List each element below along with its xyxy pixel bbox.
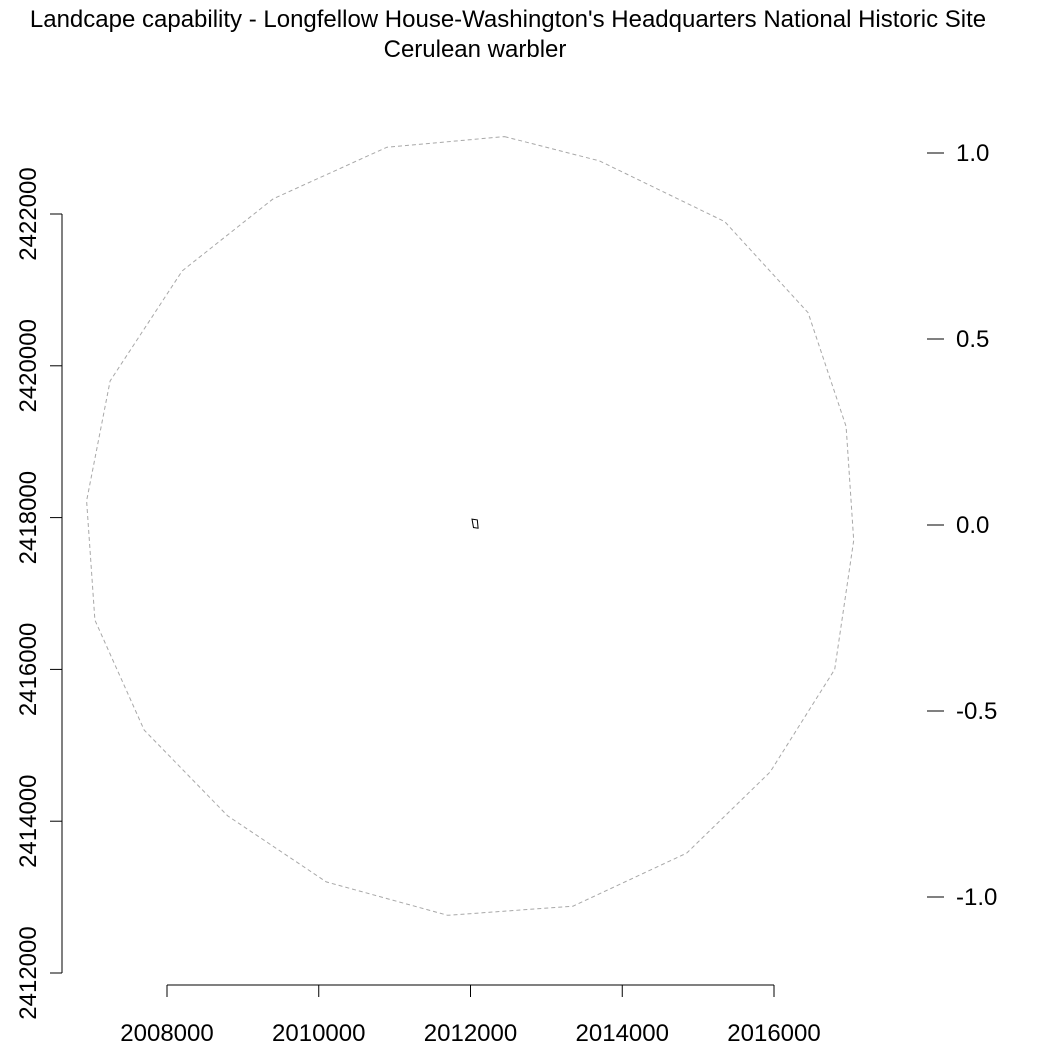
buffer-circle bbox=[86, 136, 855, 916]
x-tick-label: 2016000 bbox=[727, 1020, 820, 1047]
y-tick-label: 2414000 bbox=[15, 774, 42, 867]
y-tick-label: 2412000 bbox=[15, 926, 42, 1019]
legend-tick-label: -0.5 bbox=[956, 698, 997, 725]
x-tick-label: 2014000 bbox=[576, 1020, 669, 1047]
legend-tick-label: 0.5 bbox=[956, 326, 989, 353]
chart-subtitle: Cerulean warbler bbox=[384, 36, 567, 63]
y-tick-label: 2418000 bbox=[15, 471, 42, 564]
y-tick-label: 2416000 bbox=[15, 623, 42, 716]
legend-axis: 1.0 0.5 0.0 -0.5 -1.0 bbox=[927, 140, 997, 911]
chart-title: Landcape capability - Longfellow House-W… bbox=[30, 6, 986, 33]
x-tick-label: 2012000 bbox=[424, 1020, 517, 1047]
y-axis: 2412000 2414000 2416000 2418000 2420000 24220… bbox=[15, 167, 63, 1020]
x-tick-label: 2008000 bbox=[120, 1020, 213, 1047]
legend-tick-label: -1.0 bbox=[956, 884, 997, 911]
y-tick-label: 2420000 bbox=[15, 319, 42, 412]
legend-tick-label: 1.0 bbox=[956, 140, 989, 167]
x-axis: 2008000 2010000 2012000 2014000 2016000 bbox=[120, 984, 821, 1047]
y-tick-label: 2422000 bbox=[15, 167, 42, 260]
legend-tick-label: 0.0 bbox=[956, 512, 989, 539]
x-tick-label: 2010000 bbox=[272, 1020, 365, 1047]
park-boundary bbox=[471, 518, 479, 529]
